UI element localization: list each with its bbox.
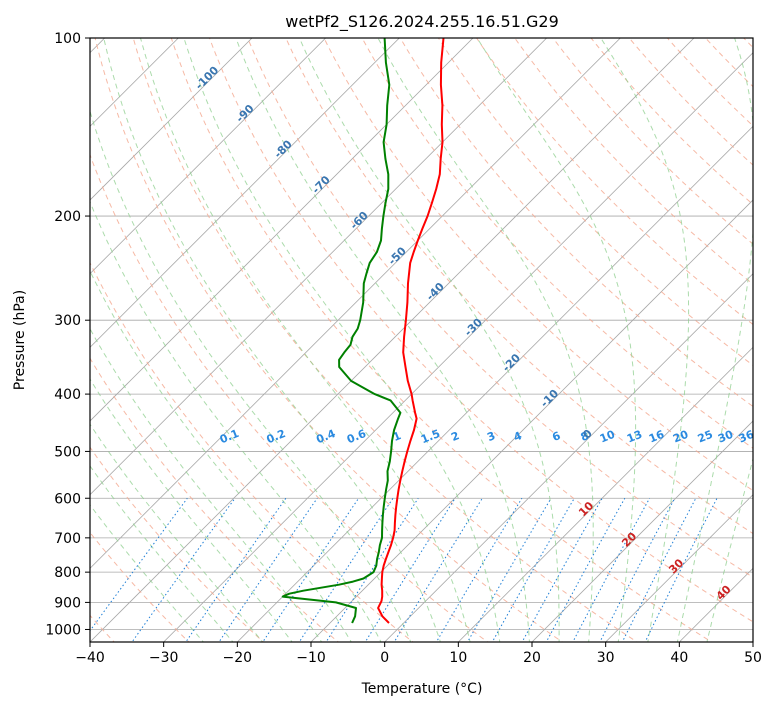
moist-adiabat	[103, 38, 441, 642]
mixing-ratio-line	[90, 498, 188, 632]
dry-adiabat	[437, 38, 753, 366]
isotherm-line	[163, 52, 753, 642]
isotherm-line	[90, 38, 327, 275]
mixing-ratio-label: 30	[716, 428, 735, 446]
mixing-ratio-label: 13	[625, 428, 644, 446]
mixing-ratio-label: 25	[696, 428, 715, 446]
mixing-ratio-label: 16	[647, 428, 666, 446]
y-tick-label: 100	[54, 31, 81, 47]
x-tick-label: −30	[149, 650, 179, 666]
dry-adiabat	[285, 38, 753, 535]
mixing-ratio-line	[298, 498, 394, 642]
moist-adiabat	[476, 38, 637, 642]
y-tick-label: 200	[54, 209, 81, 225]
x-tick-label: 20	[523, 650, 541, 666]
x-tick-label: −10	[296, 650, 326, 666]
x-axis-label: Temperature (°C)	[361, 681, 483, 697]
mixing-ratio-line	[572, 498, 651, 642]
isotherm-line	[90, 38, 474, 422]
mixing-ratio-line	[262, 498, 360, 642]
isotherm-line	[90, 38, 548, 496]
dry-adiabat	[170, 38, 713, 642]
isotherm-line	[605, 494, 753, 642]
isotherm-line	[90, 38, 179, 127]
moist-adiabat	[298, 38, 560, 642]
mixing-ratio-line	[621, 498, 697, 642]
y-tick-label: 1000	[45, 622, 81, 638]
mixing-ratio-label: 3	[485, 429, 497, 444]
sounding-profiles	[281, 38, 445, 624]
mixing-ratio-line	[644, 498, 718, 642]
x-tick-label: 0	[380, 650, 389, 666]
x-tick-label: −40	[75, 650, 105, 666]
moist-adiabat	[90, 327, 323, 642]
y-tick-label: 800	[54, 565, 81, 581]
plot-frame	[89, 37, 754, 643]
background-lines	[90, 38, 753, 642]
y-tick-label: 700	[54, 531, 81, 547]
y-axis-label: Pressure (hPa)	[12, 290, 28, 390]
y-tick-label: 400	[54, 387, 81, 403]
dry-adiabat	[590, 38, 753, 206]
moist-adiabat	[90, 378, 293, 642]
x-tick-label: 10	[449, 650, 467, 666]
moist-adiabat	[377, 38, 594, 642]
dry-adiabat	[628, 38, 753, 166]
axes: −40 −30 −20 −10 0 10 20 30 40 50 100 200 300 400 500 60…	[45, 31, 762, 666]
mixing-ratio-line	[364, 498, 456, 642]
x-tick-label: 30	[597, 650, 615, 666]
mixing-ratio-label: 20	[671, 428, 690, 446]
isotherm-line	[310, 199, 753, 642]
moist-adiabat	[90, 464, 234, 642]
chart-title: wetPf2_S126.2024.255.16.51.G29	[285, 12, 559, 32]
mixing-ratio-label: 10	[598, 428, 617, 446]
y-tick-label: 600	[54, 491, 81, 507]
moist-adiabat	[183, 38, 501, 642]
isotherm-line	[90, 38, 400, 348]
mixing-ratio-line	[545, 498, 626, 642]
x-tick-label: −20	[223, 650, 253, 666]
mixing-ratio-label: 1	[391, 429, 403, 444]
dry-adiabat	[90, 531, 190, 642]
dry-adiabat	[208, 38, 753, 623]
dry-adiabat	[90, 446, 265, 642]
moist-adiabat	[90, 423, 264, 642]
moist-adiabat	[90, 504, 204, 642]
dry-adiabat	[323, 38, 753, 492]
isotherm-line	[384, 273, 753, 642]
x-tick-label: 50	[744, 650, 762, 666]
temperature-profile	[377, 38, 445, 624]
isotherm-line	[531, 420, 753, 642]
dry-adiabat	[361, 38, 753, 449]
dry-adiabat	[94, 38, 564, 642]
moist-adiabat	[90, 109, 412, 642]
mixing-ratio-line	[521, 498, 603, 642]
mixing-ratio-label: 2	[449, 429, 461, 444]
dry-adiabat	[90, 153, 489, 642]
y-tick-label: 500	[54, 444, 81, 460]
dewpoint-profile	[281, 38, 402, 624]
isotherm-line	[90, 38, 695, 642]
mixing-ratio-line	[218, 498, 318, 642]
mixing-ratio-line	[599, 498, 676, 642]
moist-adiabat	[676, 38, 753, 642]
moist-adiabat	[235, 38, 530, 642]
isotherm-line	[90, 38, 253, 201]
dry-adiabat	[132, 38, 638, 642]
dry-adiabat	[90, 261, 414, 642]
moist-adiabat	[90, 200, 382, 642]
mixing-ratio-label: 36	[737, 428, 756, 446]
mixing-ratio-line	[491, 498, 575, 642]
x-tick-label: 40	[670, 650, 688, 666]
y-tick-label: 900	[54, 595, 81, 611]
y-tick-label: 300	[54, 313, 81, 329]
isotherm-line	[90, 38, 621, 569]
isotherm-line	[236, 125, 753, 642]
mixing-ratio-label: 8	[579, 429, 591, 444]
isotherm-line	[457, 346, 753, 642]
